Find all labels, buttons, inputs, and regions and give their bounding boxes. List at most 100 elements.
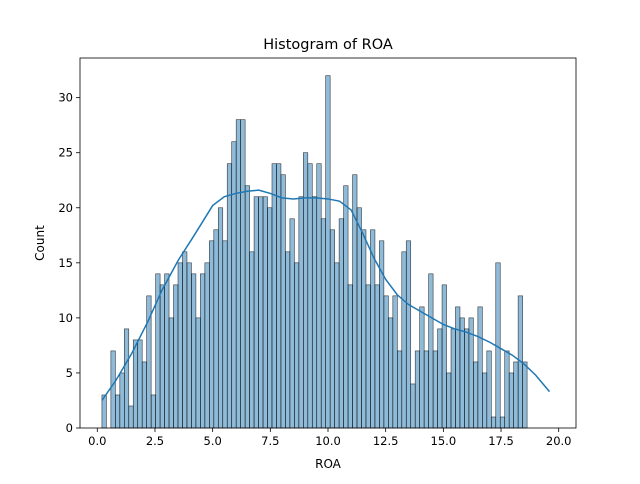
histogram-bar bbox=[141, 361, 147, 429]
histogram-bar bbox=[217, 207, 224, 429]
x-tick-label: 7.5 bbox=[261, 434, 279, 448]
histogram-bar bbox=[504, 350, 510, 429]
histogram-bar bbox=[428, 273, 434, 429]
histogram-bar bbox=[334, 262, 340, 429]
histogram-bar bbox=[316, 163, 322, 429]
chart-title: Histogram of ROA bbox=[263, 37, 393, 53]
histogram-bar bbox=[388, 317, 394, 429]
histogram-bar bbox=[446, 372, 452, 429]
y-axis-label: Count bbox=[33, 225, 47, 261]
histogram-bar bbox=[347, 284, 353, 429]
histogram-bar bbox=[244, 185, 250, 429]
histogram-bar bbox=[231, 141, 237, 429]
histogram-bar bbox=[262, 196, 268, 429]
histogram-bar bbox=[329, 229, 335, 429]
histogram-bar bbox=[437, 328, 443, 429]
histogram-bar bbox=[486, 350, 492, 429]
y-tick-label: 30 bbox=[58, 91, 73, 105]
histogram-bar bbox=[419, 306, 425, 429]
histogram-bar bbox=[490, 416, 497, 429]
histogram-bar bbox=[128, 405, 134, 429]
x-axis: 0.0 2.5 5.0 7.5 10.0 12.5 15.0 17.5 20.0 bbox=[88, 428, 572, 448]
histogram-bar bbox=[294, 262, 300, 429]
y-axis: 0 5 10 15 20 25 30 bbox=[58, 91, 80, 435]
histogram-bar bbox=[240, 119, 246, 429]
histogram-bar bbox=[325, 75, 331, 429]
histogram-bar bbox=[356, 207, 362, 429]
histogram-bar bbox=[499, 416, 506, 429]
histogram-bar bbox=[441, 284, 447, 429]
y-tick-label: 5 bbox=[66, 366, 73, 380]
x-axis-label: ROA bbox=[315, 457, 342, 471]
histogram-bar bbox=[235, 119, 241, 429]
histogram-bar bbox=[168, 317, 174, 429]
histogram-bar bbox=[137, 339, 143, 429]
histogram-bar bbox=[365, 284, 371, 429]
histogram-bar bbox=[204, 262, 210, 429]
y-tick-label: 10 bbox=[58, 311, 73, 325]
x-tick-label: 10.0 bbox=[315, 434, 341, 448]
histogram-bar bbox=[182, 251, 188, 429]
histogram-bar bbox=[320, 218, 327, 429]
x-tick-label: 0.0 bbox=[88, 434, 106, 448]
histogram-bar bbox=[271, 163, 277, 429]
histogram-bar bbox=[280, 174, 286, 429]
histogram-bar bbox=[432, 350, 438, 429]
histogram-bar bbox=[186, 262, 192, 429]
histogram-bar bbox=[374, 284, 380, 429]
histogram-bar bbox=[123, 328, 130, 429]
histogram-bar bbox=[159, 284, 165, 429]
histogram-bar bbox=[307, 163, 313, 429]
histogram-bar bbox=[132, 339, 139, 429]
histogram-bar bbox=[414, 350, 420, 429]
kde-line bbox=[101, 189, 551, 401]
histogram-bar bbox=[173, 284, 179, 429]
histogram-bar bbox=[303, 152, 309, 429]
histogram-bar bbox=[410, 383, 416, 429]
histogram-bar bbox=[253, 196, 259, 429]
histogram-bar bbox=[482, 372, 488, 429]
histogram-bar bbox=[477, 306, 483, 429]
y-tick-label: 0 bbox=[66, 421, 73, 435]
histogram-bar bbox=[289, 218, 295, 429]
y-tick-label: 15 bbox=[58, 256, 73, 270]
histogram-bar bbox=[285, 251, 291, 429]
histogram-bar bbox=[401, 251, 407, 429]
histogram-bar bbox=[119, 372, 125, 429]
histogram-bar bbox=[276, 163, 282, 429]
histogram-bar bbox=[267, 207, 273, 429]
histogram-bar bbox=[423, 350, 429, 429]
histogram-bar bbox=[513, 361, 519, 429]
histogram-bar bbox=[522, 361, 528, 429]
histogram-bar bbox=[200, 273, 206, 429]
histogram-bar bbox=[383, 295, 389, 429]
histogram-bar bbox=[115, 394, 121, 429]
histogram-bar bbox=[396, 350, 403, 429]
histogram-bar bbox=[311, 196, 318, 429]
histogram-bar bbox=[298, 196, 304, 429]
histogram-bar bbox=[405, 240, 412, 429]
histogram-bar bbox=[195, 317, 201, 429]
histogram-bar bbox=[177, 262, 183, 429]
histogram-bar bbox=[226, 163, 233, 429]
x-tick-label: 2.5 bbox=[146, 434, 164, 448]
x-tick-label: 15.0 bbox=[431, 434, 457, 448]
x-tick-label: 17.5 bbox=[488, 434, 514, 448]
histogram-bar bbox=[191, 273, 197, 429]
x-tick-label: 20.0 bbox=[546, 434, 572, 448]
histogram-bar bbox=[222, 240, 228, 429]
y-tick-label: 20 bbox=[58, 201, 73, 215]
y-tick-label: 25 bbox=[58, 146, 73, 160]
histogram-bar bbox=[459, 317, 465, 429]
histogram-bar bbox=[450, 328, 456, 429]
histogram-bar bbox=[392, 295, 398, 429]
histogram-bar bbox=[343, 185, 349, 429]
histogram-bar bbox=[464, 328, 470, 429]
histogram-bar bbox=[508, 372, 514, 429]
histogram-bar bbox=[455, 306, 461, 429]
histogram-bar bbox=[213, 229, 219, 429]
histogram-bar bbox=[209, 240, 215, 429]
histogram-bar bbox=[164, 273, 170, 429]
